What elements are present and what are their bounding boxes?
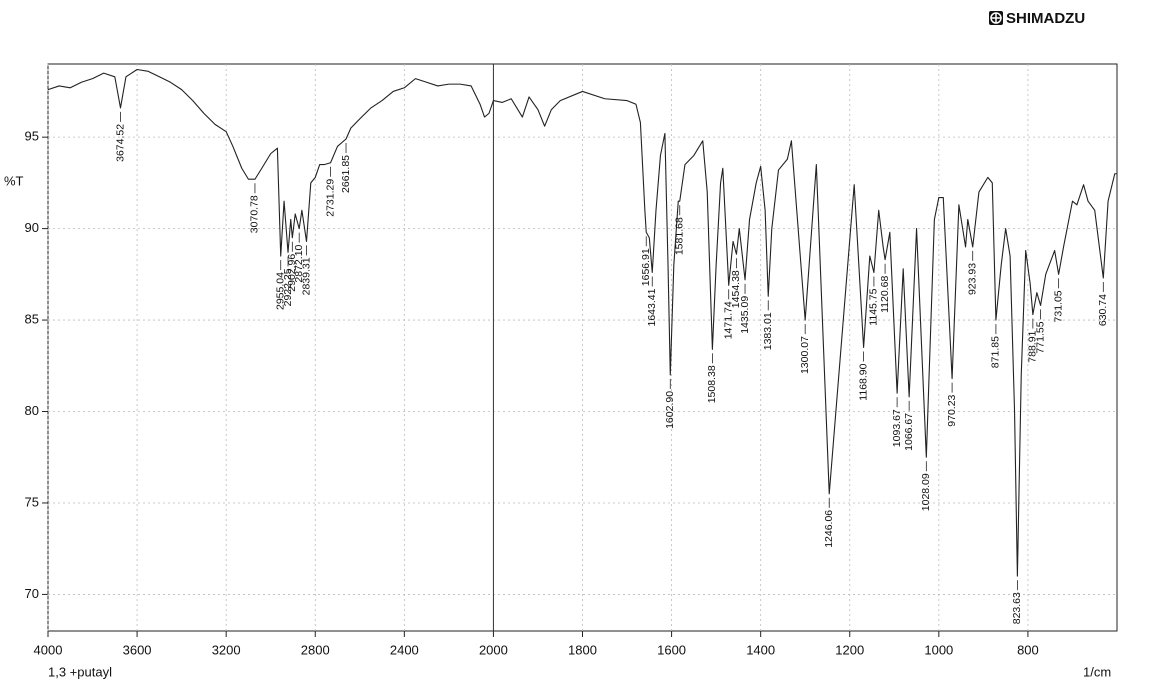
y-tick-label: 70 xyxy=(25,586,39,601)
peak-label: 1066.67 xyxy=(903,413,915,451)
peak-label: 2955.04 xyxy=(275,272,287,310)
x-tick-label: 1200 xyxy=(835,642,864,657)
x-tick-label: 800 xyxy=(1017,642,1039,657)
peak-label: 1300.07 xyxy=(799,336,811,374)
peak-label: 1454.38 xyxy=(730,270,742,308)
y-axis-label: %T xyxy=(4,173,24,188)
peak-label: 1643.41 xyxy=(646,288,658,326)
peak-label: 1168.90 xyxy=(857,363,869,400)
y-tick-label: 85 xyxy=(25,312,39,327)
peak-label: 630.74 xyxy=(1097,294,1109,326)
peak-label: 1656.91 xyxy=(640,248,652,286)
brand-logo: SHIMADZU xyxy=(989,10,1085,27)
peak-label: 3070.78 xyxy=(249,195,261,233)
peak-label: 731.05 xyxy=(1052,290,1064,322)
x-tick-label: 2000 xyxy=(479,642,508,657)
peak-label: 1246.06 xyxy=(823,510,835,548)
x-axis-label: 1/cm xyxy=(1083,664,1111,679)
x-tick-label: 1800 xyxy=(568,642,597,657)
sample-name: 1,3 +putayl xyxy=(48,664,112,679)
peak-label: 1435.09 xyxy=(739,296,751,334)
peak-label: 1602.90 xyxy=(664,391,676,429)
peak-label: 2731.29 xyxy=(324,179,336,217)
spectrum-line xyxy=(47,68,1117,577)
brand-name: SHIMADZU xyxy=(1006,10,1085,27)
peak-label: 1383.01 xyxy=(762,312,774,350)
y-tick-label: 75 xyxy=(25,494,39,509)
y-tick-label: 80 xyxy=(25,403,39,418)
x-tick-label: 1000 xyxy=(924,642,953,657)
peak-label: 871.85 xyxy=(990,336,1002,368)
peak-label: 1120.68 xyxy=(879,276,891,313)
peak-label: 771.55 xyxy=(1034,321,1046,353)
x-tick-label: 3200 xyxy=(212,642,241,657)
peak-label: 1508.38 xyxy=(706,365,718,403)
peak-label: 2922.25 xyxy=(282,268,294,306)
peak-label: 970.23 xyxy=(946,394,958,426)
peak-label: 2839.31 xyxy=(300,257,312,295)
x-tick-label: 1400 xyxy=(746,642,775,657)
x-tick-label: 3600 xyxy=(123,642,152,657)
peak-label: 823.63 xyxy=(1011,592,1023,624)
peak-label: 923.93 xyxy=(966,263,978,295)
y-tick-label: 95 xyxy=(25,129,39,144)
x-tick-label: 2400 xyxy=(390,642,419,657)
peak-label: 2872.10 xyxy=(293,244,305,282)
x-tick-label: 2800 xyxy=(301,642,330,657)
peak-label: 1471.74 xyxy=(722,301,734,339)
peak-label: 2902.96 xyxy=(286,254,298,292)
peak-label: 3674.52 xyxy=(114,124,126,162)
x-tick-label: 1600 xyxy=(657,642,686,657)
peak-label: 1028.09 xyxy=(920,473,932,511)
x-tick-label: 4000 xyxy=(34,642,63,657)
peak-label: 1145.75 xyxy=(868,288,880,325)
peak-label: 2661.85 xyxy=(340,155,352,193)
y-tick-label: 90 xyxy=(25,220,39,235)
peak-label: 1093.67 xyxy=(891,409,903,447)
peak-label: 788.91 xyxy=(1027,330,1039,362)
peak-label: 1581.68 xyxy=(674,217,686,255)
